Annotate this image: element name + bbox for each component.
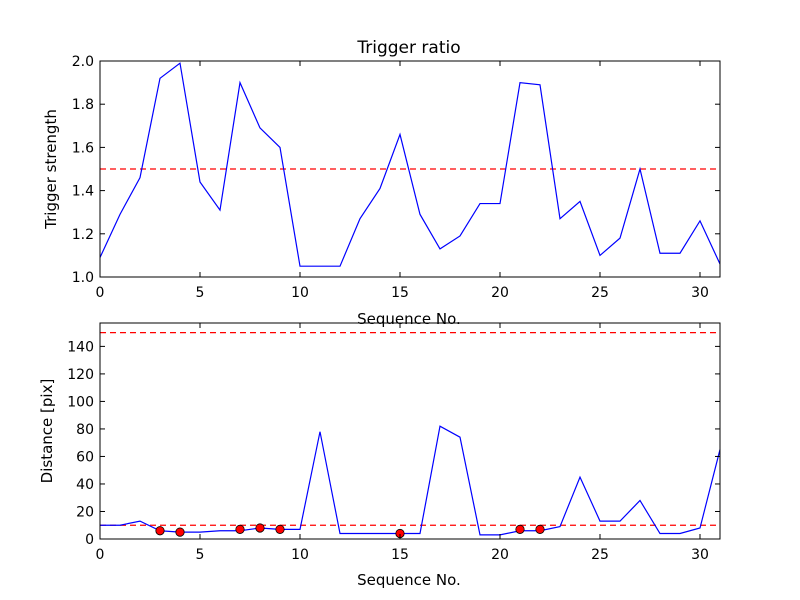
x-tick-label: 30	[691, 285, 709, 301]
x-tick-label: 0	[96, 547, 105, 563]
marker-point	[155, 526, 165, 536]
y-tick-label: 80	[76, 422, 94, 438]
y-tick-label: 1.2	[72, 227, 94, 243]
y-tick-label: 1.6	[72, 140, 94, 156]
chart-title: Trigger ratio	[356, 38, 460, 58]
y-tick-label: 20	[76, 504, 94, 520]
plot-area-bottom	[100, 332, 721, 539]
marker-point	[535, 524, 545, 534]
y-axis-label-bottom: Distance [pix]	[38, 379, 56, 484]
axes-frame-bottom	[99, 322, 721, 540]
x-tick-label: 5	[196, 285, 205, 301]
ticks-bottom: 0 5 10 15 20 25 30 0 20 40 60 80 100 120 140	[67, 323, 720, 563]
x-tick-label: 5	[196, 547, 205, 563]
y-tick-label: 140	[67, 339, 94, 355]
y-tick-label: 60	[76, 449, 94, 465]
y-tick-label: 1.0	[72, 270, 94, 286]
y-tick-label: 100	[67, 394, 94, 410]
marker-point	[515, 524, 525, 534]
y-axis-label-top: Trigger strength	[42, 109, 60, 230]
x-tick-label: 0	[96, 285, 105, 301]
trigger-ratio-panel: Trigger ratio 0 5 10 15 20 25 30 1.0 1.2 1.4 1.6 1.…	[42, 38, 721, 328]
marker-point	[255, 523, 265, 533]
x-tick-label: 10	[291, 285, 309, 301]
x-tick-label: 10	[291, 547, 309, 563]
ticks-top: 0 5 10 15 20 25 30 1.0 1.2 1.4 1.6 1.8 2.0	[72, 54, 720, 301]
x-tick-label: 15	[391, 285, 409, 301]
x-tick-label: 30	[691, 547, 709, 563]
y-tick-label: 120	[67, 367, 94, 383]
x-tick-label: 15	[391, 547, 409, 563]
y-tick-label: 1.8	[72, 97, 94, 113]
y-tick-label: 1.4	[72, 184, 94, 200]
marker-point	[235, 524, 245, 534]
x-tick-label: 25	[591, 285, 609, 301]
y-tick-label: 2.0	[72, 54, 94, 70]
series-line-bottom-0	[100, 425, 721, 536]
marker-point	[275, 524, 285, 534]
plot-area-top	[99, 62, 721, 267]
x-axis-label-bottom: Sequence No.	[357, 571, 461, 589]
y-tick-label: 40	[76, 477, 94, 493]
x-tick-label: 25	[591, 547, 609, 563]
series-line-top-0	[99, 62, 721, 267]
x-tick-label: 20	[491, 285, 509, 301]
axes-frame-top	[99, 60, 721, 278]
x-tick-label: 20	[491, 547, 509, 563]
marker-point	[175, 527, 185, 537]
y-tick-label: 0	[85, 532, 94, 548]
x-axis-label-top: Sequence No.	[357, 310, 461, 328]
distance-panel: 0 5 10 15 20 25 30 0 20 40 60 80 100 120 140 Sequence …	[38, 322, 721, 589]
